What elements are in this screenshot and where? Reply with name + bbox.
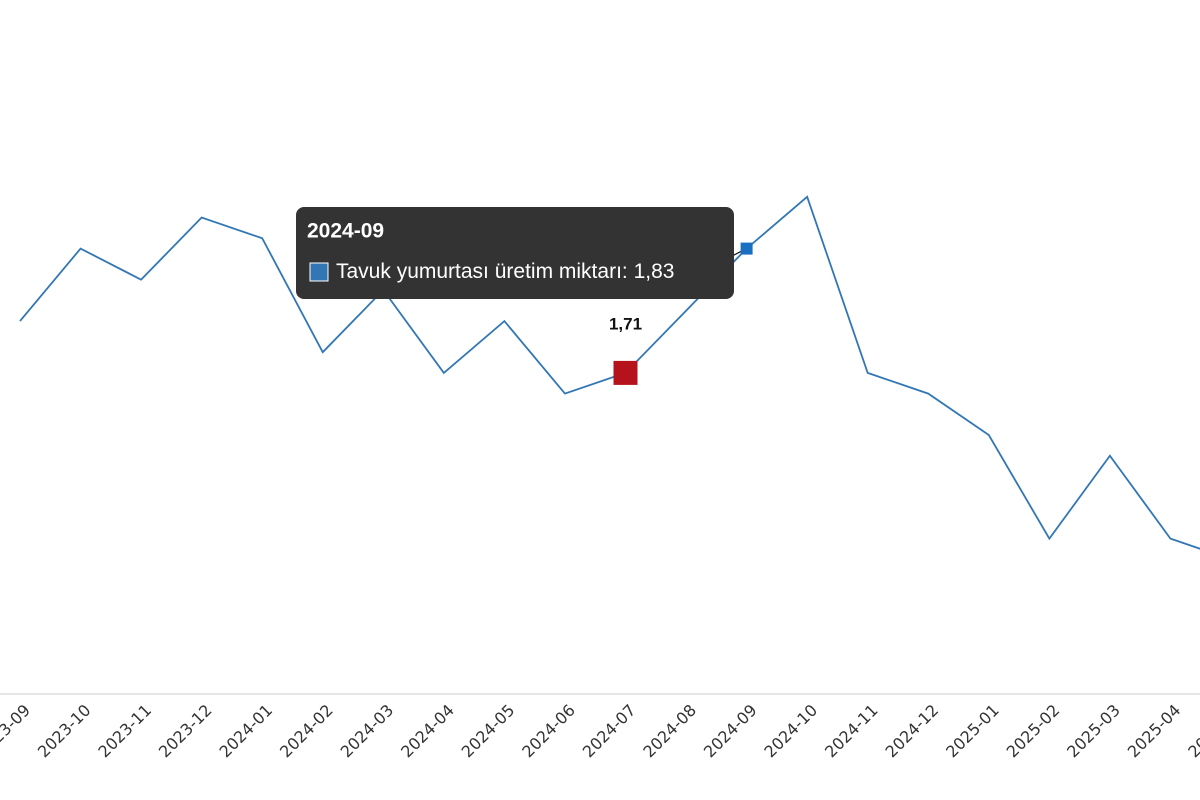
x-tick-label: 2023-12 <box>155 701 216 762</box>
highlight-marker <box>613 360 638 385</box>
x-tick-label: 2023-11 <box>94 701 155 762</box>
tooltip-separator: : <box>622 260 634 283</box>
tooltip-swatch <box>309 262 329 282</box>
tooltip-series-name: Tavuk yumurtası üretim miktarı <box>336 260 622 283</box>
x-tick-label: 2024-07 <box>579 701 640 762</box>
x-tick-label: 2025-02 <box>1003 701 1064 762</box>
x-tick-label: 2023-10 <box>34 701 95 762</box>
x-tick-label: 2025-05 <box>1184 701 1200 762</box>
x-tick-label: 2024-04 <box>397 701 458 762</box>
x-tick-label: 2024-12 <box>882 701 943 762</box>
data-label: 1,71 <box>609 314 642 333</box>
tooltip-title: 2024-09 <box>307 220 384 243</box>
x-tick-label: 2025-04 <box>1124 701 1185 762</box>
x-tick-label: 2023-09 <box>0 701 34 762</box>
x-tick-label: 2024-08 <box>639 701 700 762</box>
x-tick-label: 2024-06 <box>518 701 579 762</box>
x-tick-label: 2024-02 <box>276 701 337 762</box>
tooltip-label: Tavuk yumurtası üretim miktarı: 1,83 <box>336 260 674 283</box>
x-tick-label: 2024-09 <box>700 701 761 762</box>
x-tick-label: 2025-01 <box>942 701 1003 762</box>
tooltip-box <box>296 207 734 299</box>
x-tick-label: 2024-10 <box>760 701 821 762</box>
x-tick-label: 2024-05 <box>458 701 519 762</box>
tooltip-value: 1,83 <box>634 260 675 283</box>
x-tick-label: 2024-01 <box>215 701 276 762</box>
hover-marker <box>740 242 753 255</box>
x-tick-label: 2024-03 <box>337 701 398 762</box>
x-tick-label: 2024-11 <box>821 701 882 762</box>
tooltip: 2024-09 Tavuk yumurtası üretim miktarı: 1… <box>296 207 734 299</box>
x-tick-label: 2025-03 <box>1063 701 1124 762</box>
